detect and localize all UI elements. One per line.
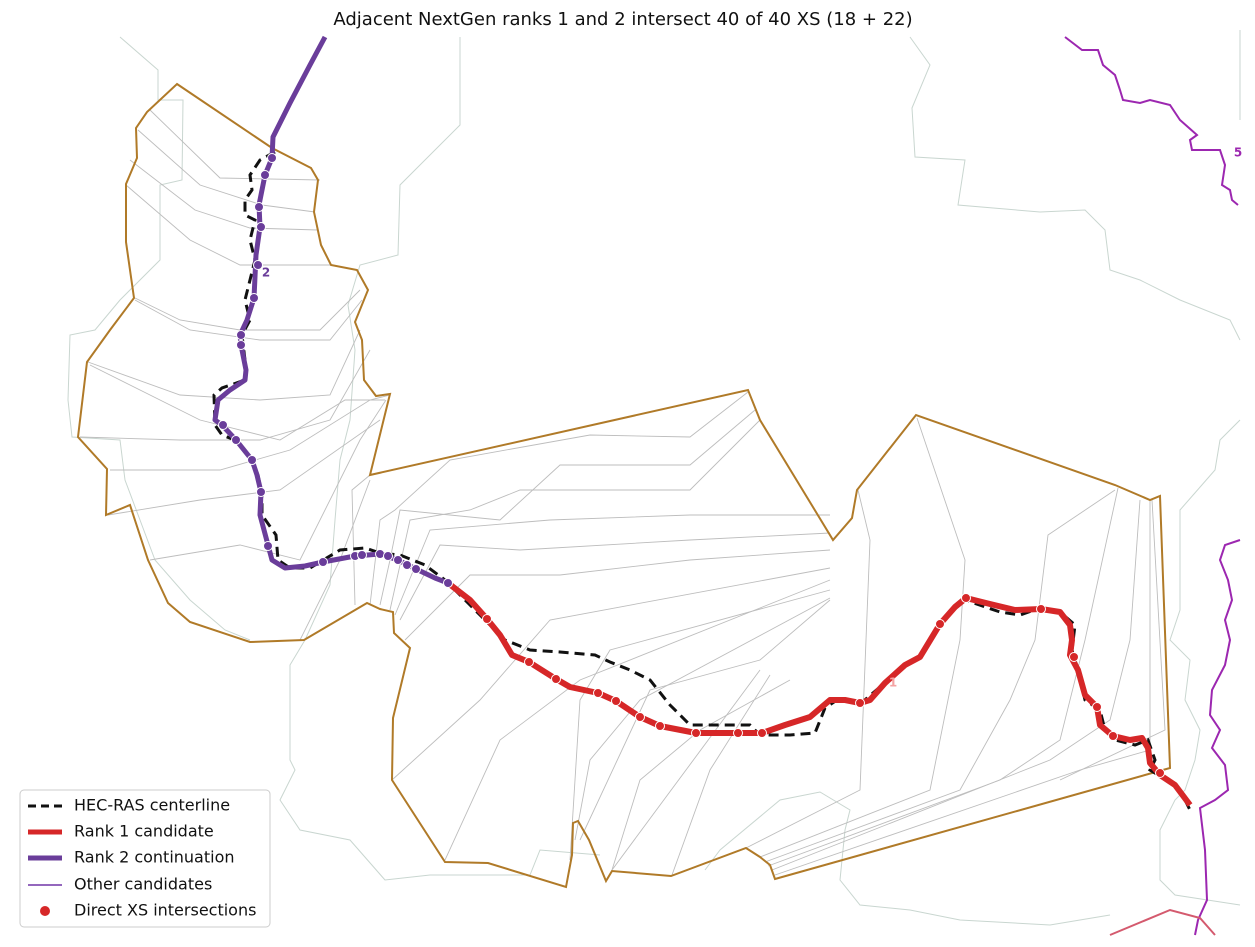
catchment-boundary	[76, 82, 1172, 889]
intersection-dot	[443, 578, 453, 588]
intersection-dot	[855, 698, 865, 708]
intersection-dot	[402, 560, 412, 570]
map-label: 1	[889, 676, 897, 690]
intersection-dot	[254, 202, 264, 212]
centerline	[212, 150, 1192, 811]
intersection-dot	[393, 555, 403, 565]
intersection-dot	[482, 614, 492, 624]
intersection-dot	[256, 222, 266, 232]
intersection-dot	[1092, 702, 1102, 712]
intersection-dot	[231, 435, 241, 445]
intersection-dot	[256, 487, 266, 497]
legend-box	[19, 789, 271, 928]
intersection-dot	[411, 564, 421, 574]
intersection-dot	[263, 541, 273, 551]
intersection-dot	[247, 455, 257, 465]
intersection-dot	[236, 330, 246, 340]
legend: HEC-RAS centerline Rank 1 candidate Rank…	[19, 789, 271, 928]
map-label: 2	[262, 266, 270, 280]
rank-1-line	[446, 580, 1193, 807]
intersection-dot	[1036, 604, 1046, 614]
intersection-dot	[1155, 768, 1165, 778]
intersection-dot	[611, 696, 621, 706]
intersection-dot	[757, 728, 767, 738]
intersection-dot	[593, 688, 603, 698]
intersection-dot	[961, 593, 971, 603]
intersection-dot	[551, 674, 561, 684]
intersection-dot	[1108, 731, 1118, 741]
background-catchments	[67, 30, 1241, 926]
intersection-dot	[635, 712, 645, 722]
intersection-dot	[733, 728, 743, 738]
legend-swatch	[40, 906, 50, 916]
other-candidates	[1064, 36, 1241, 936]
intersection-dot	[357, 550, 367, 560]
intersection-dot	[249, 293, 259, 303]
intersection-dot	[236, 340, 246, 350]
map-label: 5	[1234, 146, 1242, 160]
intersection-dot	[691, 728, 701, 738]
legend-label: Rank 1 candidate	[74, 822, 214, 841]
intersection-dot	[318, 557, 328, 567]
intersection-dot	[524, 657, 534, 667]
intersection-dot	[383, 551, 393, 561]
legend-label: Rank 2 continuation	[74, 848, 235, 867]
intersection-dot	[218, 420, 228, 430]
legend-label: Other candidates	[74, 875, 212, 894]
legend-label: Direct XS intersections	[74, 901, 256, 920]
intersection-dot	[253, 260, 263, 270]
intersections	[218, 153, 1165, 778]
intersection-dot	[935, 619, 945, 629]
intersection-dot	[1069, 652, 1079, 662]
intersection-dot	[655, 721, 665, 731]
intersection-dot	[267, 153, 277, 163]
intersection-dot	[260, 170, 270, 180]
legend-label: HEC-RAS centerline	[74, 796, 230, 815]
cross-sections	[79, 109, 1166, 876]
title: Adjacent NextGen ranks 1 and 2 intersect…	[333, 9, 912, 30]
rank-2-line	[212, 35, 449, 586]
